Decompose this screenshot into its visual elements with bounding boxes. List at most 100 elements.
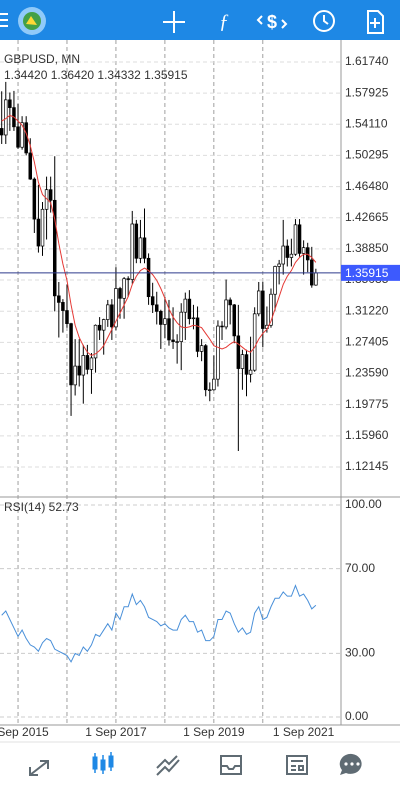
new-order-button[interactable] [367, 10, 384, 34]
x-tick-label: 1 Sep 2017 [85, 725, 147, 739]
candle-body [85, 355, 90, 370]
chart-area [0, 40, 341, 725]
nav-quotes[interactable] [29, 760, 49, 776]
rsi-line [1, 584, 317, 663]
y-tick-label: 1.27405 [345, 335, 389, 349]
y-tick-label: 1.15960 [345, 428, 389, 442]
candle-body [0, 128, 4, 136]
candle-body [261, 290, 265, 329]
candle-body [69, 323, 73, 386]
candle-body [114, 288, 118, 328]
symbol-label: GBPUSD, MN [4, 52, 80, 66]
x-tick-label: 1 Sep 2015 [0, 725, 49, 739]
nav-chat[interactable] [339, 753, 362, 775]
nav-history[interactable] [220, 755, 242, 775]
candle-body [150, 296, 155, 306]
candle-body [301, 247, 306, 254]
candle-body [187, 298, 192, 320]
y-tick-label: 70.00 [345, 561, 375, 575]
candle-body [167, 318, 171, 341]
candle-body [146, 257, 151, 298]
candle-body [89, 357, 94, 370]
rsi-label: RSI(14) 52.73 [4, 500, 79, 514]
candle-body [208, 389, 212, 391]
candle-body [61, 302, 65, 311]
y-tick-label: 100.00 [345, 497, 382, 511]
candle-body [154, 304, 159, 312]
svg-text:$: $ [267, 12, 277, 32]
candle-body [126, 278, 130, 280]
candle-body [240, 354, 245, 369]
candle-body [216, 325, 220, 380]
candle-body [191, 317, 196, 320]
candle-body [277, 263, 281, 267]
candle-body [273, 266, 277, 295]
crosshair-button[interactable] [163, 11, 185, 33]
trade-button[interactable]: $ [256, 12, 288, 32]
candle-body [142, 237, 147, 259]
candle-body [269, 293, 273, 326]
candle-body [228, 299, 232, 306]
svg-text:ƒ: ƒ [219, 11, 229, 33]
y-tick-label: 1.50295 [345, 148, 389, 162]
candle-body [236, 335, 241, 369]
candle-body [77, 365, 81, 376]
candle-body [285, 245, 290, 258]
candle-body [199, 345, 204, 352]
y-tick-label: 1.19775 [345, 397, 389, 411]
y-tick-label: 1.57925 [345, 85, 389, 99]
candle-body [97, 324, 102, 331]
candle-body [52, 199, 57, 297]
candle-body [73, 365, 77, 386]
candle-body [93, 324, 98, 359]
menu-button[interactable] [0, 13, 8, 27]
candle-body [289, 253, 294, 258]
candle-body [36, 218, 41, 247]
candle-body [203, 345, 208, 391]
candle-body [314, 272, 318, 286]
candle-body [159, 311, 163, 325]
candle-body [138, 237, 143, 259]
y-tick-label: 1.12145 [345, 459, 389, 473]
candle-body [20, 122, 24, 148]
candle-body [32, 178, 37, 220]
timeframe-button[interactable] [313, 10, 335, 32]
candle-body [118, 288, 122, 299]
nav-chart[interactable] [92, 752, 114, 774]
candle-body [65, 310, 69, 324]
candle-body [48, 189, 53, 201]
x-tick-label: 1 Sep 2019 [183, 725, 245, 739]
x-tick-label: 1 Sep 2021 [273, 725, 335, 739]
candle-body [252, 313, 257, 371]
candle-body [171, 339, 175, 342]
candle-body [248, 369, 253, 375]
candle-body [297, 224, 302, 254]
nav-trade[interactable] [156, 755, 180, 776]
candle-body [122, 278, 126, 299]
y-tick-label: 1.61740 [345, 54, 389, 68]
indicators-button[interactable]: ƒ [219, 11, 229, 33]
candle-body [28, 152, 33, 180]
app-logo[interactable] [18, 7, 46, 35]
price-label-box [341, 264, 400, 281]
candle-body [224, 299, 228, 328]
candle-body [40, 208, 45, 247]
ohlc-label: 1.34420 1.36420 1.34332 1.35915 [4, 68, 188, 82]
toolbar [0, 0, 400, 40]
candle-body [8, 99, 12, 108]
candle-body [195, 317, 200, 352]
candle-body [212, 378, 216, 391]
y-tick-label: 1.42665 [345, 210, 389, 224]
price-label: 1.35915 [345, 266, 389, 280]
y-tick-label: 0.00 [345, 709, 369, 723]
y-tick-label: 1.23590 [345, 366, 389, 380]
candle-body [281, 245, 285, 265]
nav-news[interactable] [286, 755, 308, 775]
candle-body [101, 319, 106, 331]
candle-body [106, 304, 110, 320]
candle-body [57, 295, 61, 303]
candle-body [220, 325, 224, 328]
candle-body [134, 223, 139, 259]
y-tick-label: 1.38850 [345, 241, 389, 255]
